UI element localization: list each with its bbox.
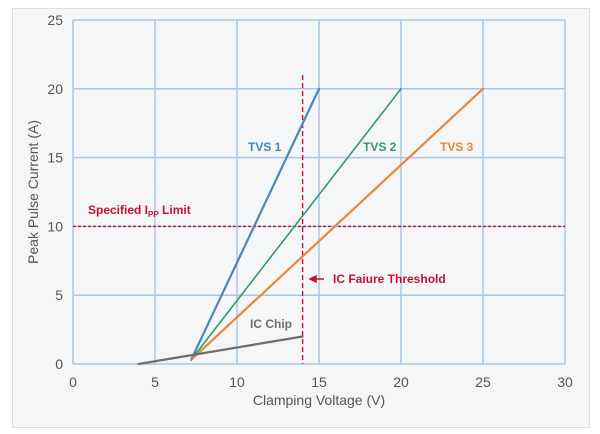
- x-tick-label-5: 25: [475, 374, 491, 390]
- x-axis-title: Clamping Voltage (V): [253, 392, 385, 408]
- x-tick-label-2: 10: [229, 374, 245, 390]
- series-line-tvs-3: [190, 87, 485, 361]
- series-label-tvs2: TVS 2: [363, 140, 397, 154]
- ic-threshold-label: IC Faiure Threshold: [333, 272, 446, 286]
- x-tick-label-6: 30: [557, 374, 573, 390]
- series-label-ic-chip: IC Chip: [250, 317, 292, 331]
- y-axis-title: Peak Pulse Current (A): [25, 120, 41, 264]
- series-group: [137, 87, 485, 366]
- series-label-tvs1: TVS 1: [248, 140, 282, 154]
- y-tick-label-1: 5: [55, 287, 63, 303]
- x-tick-label-4: 20: [393, 374, 409, 390]
- x-tick-labels: 0 5 10 15 20 25 30: [69, 374, 573, 390]
- x-tick-label-1: 5: [151, 374, 159, 390]
- series-label-tvs3: TVS 3: [440, 140, 474, 154]
- y-tick-label-4: 20: [47, 81, 63, 97]
- ipp-limit-label: Specified IPP Limit: [88, 203, 191, 219]
- ic-threshold-annotation: IC Faiure Threshold: [308, 272, 446, 286]
- y-tick-label-3: 15: [47, 150, 63, 166]
- series-line-tvs-2: [190, 88, 402, 361]
- x-tick-label-3: 15: [311, 374, 327, 390]
- x-tick-label-0: 0: [69, 374, 77, 390]
- series-line-ic-chip: [137, 335, 304, 366]
- ic-threshold-arrow-icon: [308, 274, 324, 284]
- y-tick-label-2: 10: [47, 218, 63, 234]
- y-tick-labels: 0 5 10 15 20 25: [47, 12, 63, 372]
- series-line-tvs-1: [190, 87, 321, 361]
- y-tick-label-5: 25: [47, 12, 63, 28]
- y-tick-label-0: 0: [55, 356, 63, 372]
